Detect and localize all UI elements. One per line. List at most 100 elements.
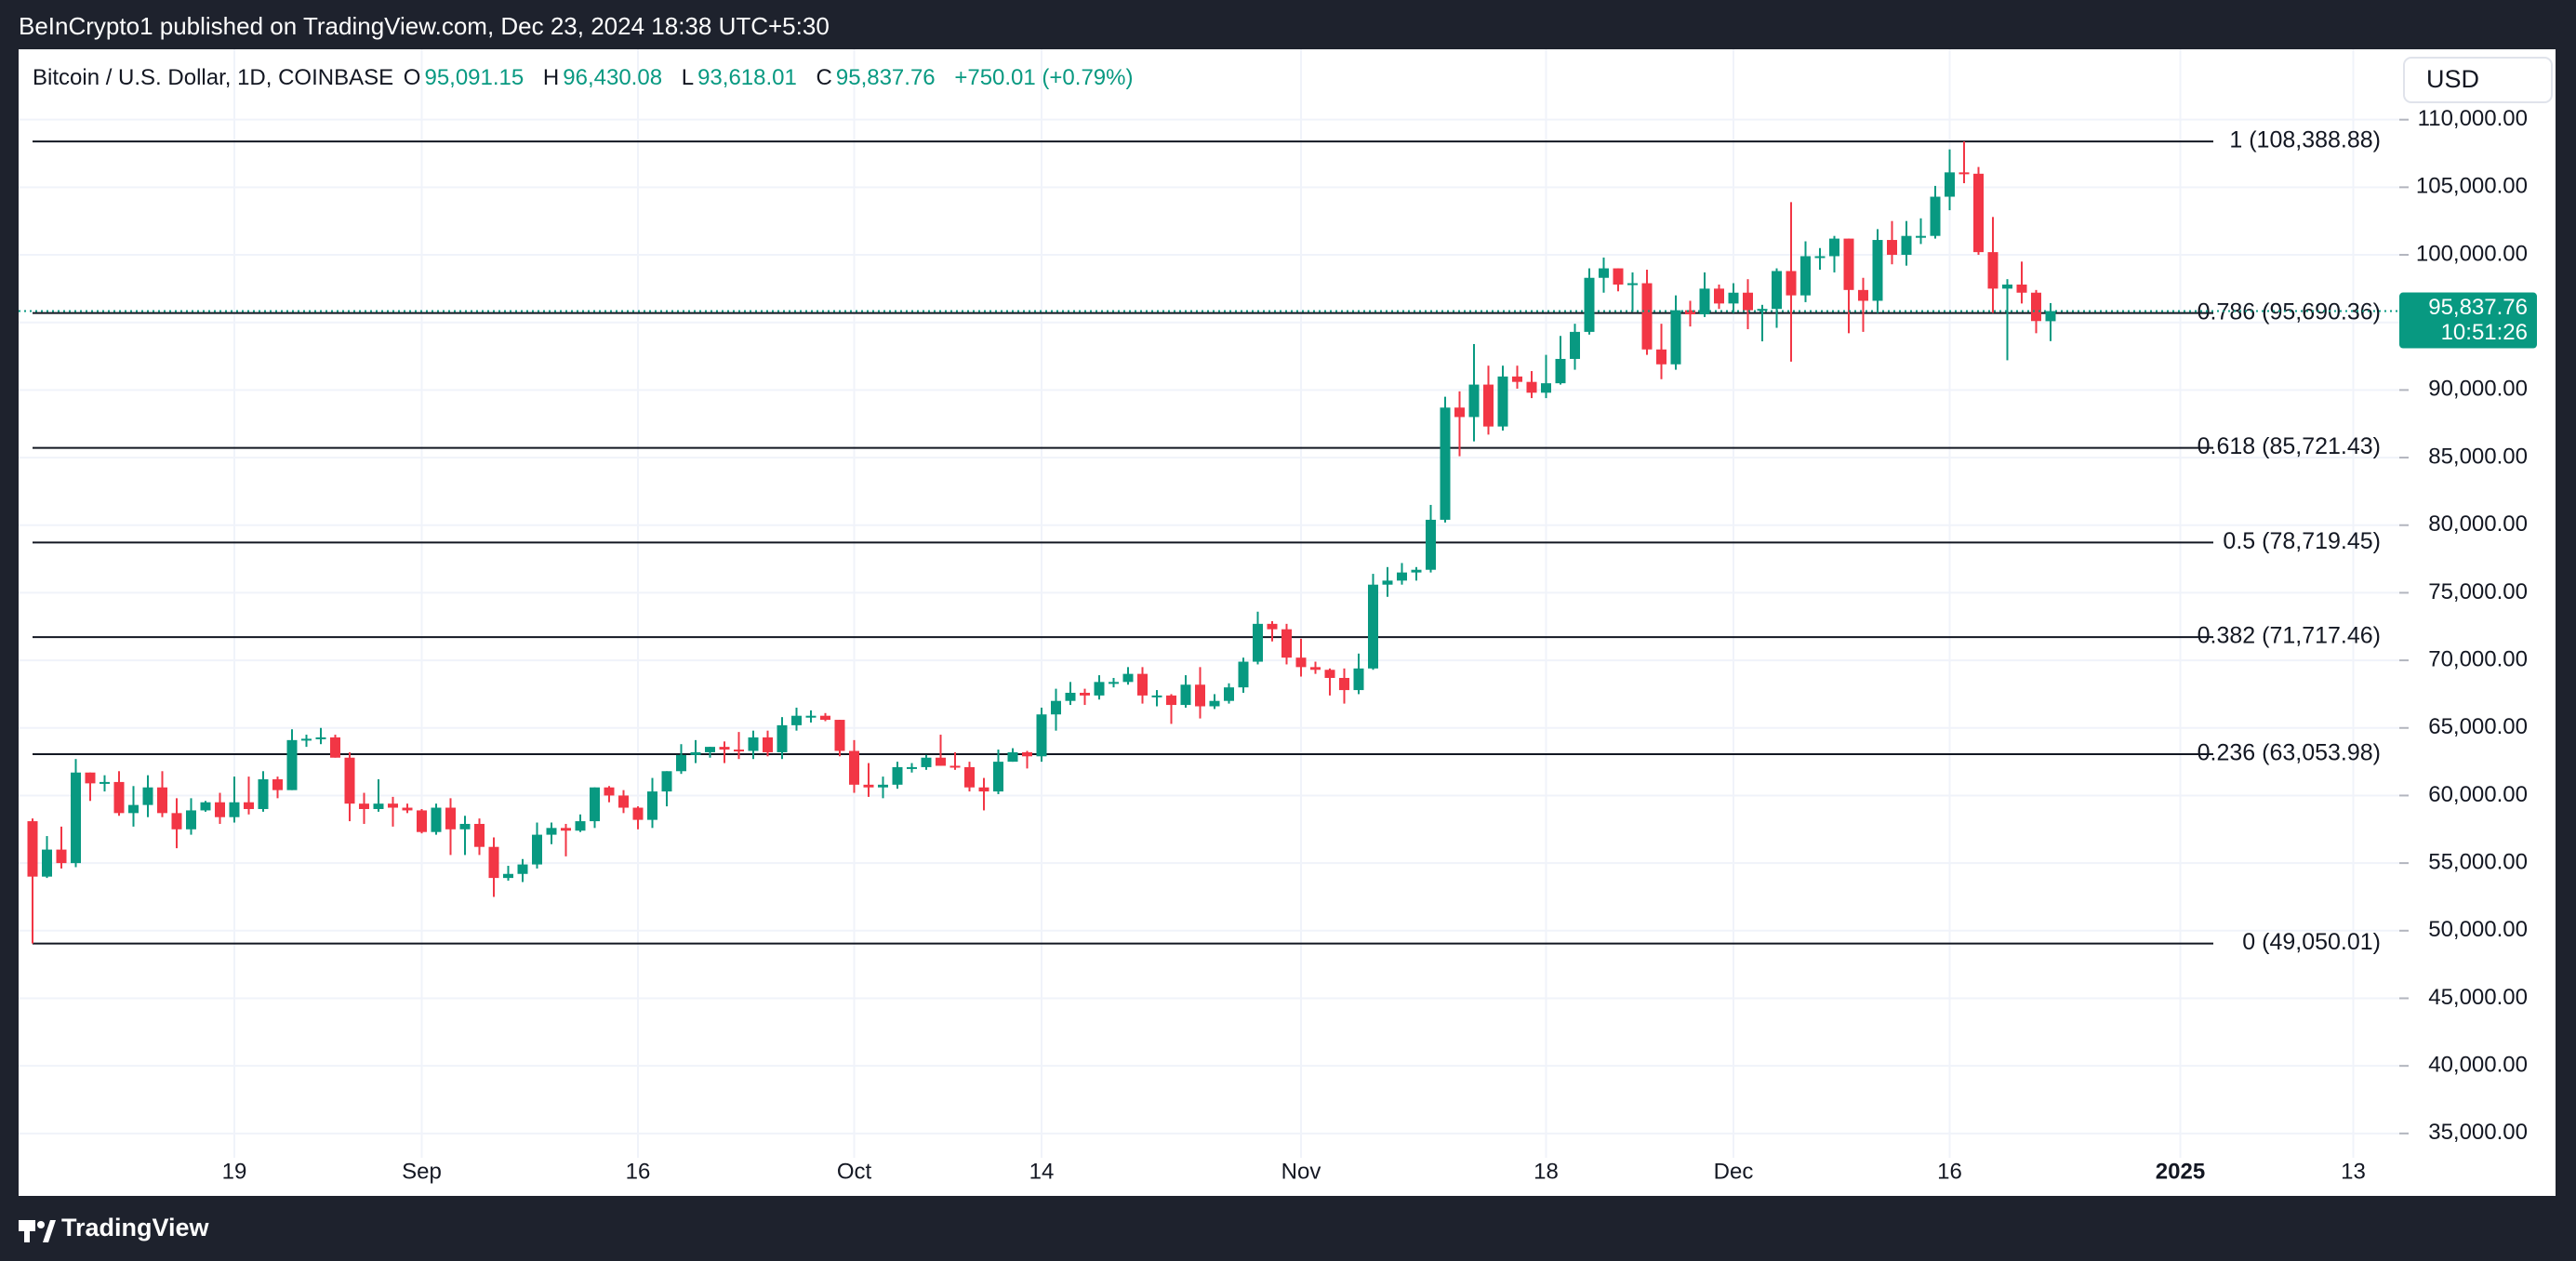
- x-tick-label: 16: [1937, 1159, 1962, 1184]
- candle-body: [272, 779, 283, 790]
- price-label: 95,837.76: [2428, 295, 2528, 320]
- candle-body: [157, 787, 167, 814]
- candle-body: [1224, 687, 1234, 701]
- candle-body: [1613, 268, 1624, 285]
- ohlc-key: H: [542, 65, 560, 90]
- candle-body: [488, 846, 499, 879]
- candle-body: [1238, 661, 1249, 688]
- candle-body: [1051, 700, 1061, 715]
- candle-body: [258, 779, 269, 809]
- candle-body: [978, 787, 989, 792]
- candle-body: [791, 715, 802, 725]
- candle-body: [56, 849, 67, 864]
- candle-body: [1109, 682, 1119, 684]
- candle-body: [1641, 283, 1653, 350]
- candle-body: [834, 720, 845, 751]
- candle-body: [388, 803, 398, 808]
- candle-body: [330, 737, 340, 758]
- candle-body: [590, 787, 600, 822]
- candle-body: [1151, 695, 1162, 697]
- published-line: BeInCrypto1 published on TradingView.com…: [19, 12, 830, 40]
- currency-label[interactable]: USD: [2426, 65, 2479, 93]
- candle-body: [474, 823, 485, 847]
- candle-body: [459, 823, 471, 830]
- y-tick-label: 50,000.00: [2428, 917, 2528, 942]
- candle-body: [1440, 407, 1451, 520]
- fib-label: 0 (49,050.01): [2242, 929, 2381, 955]
- candle-body: [1757, 309, 1768, 312]
- candle-body: [964, 766, 975, 788]
- candle-body: [1959, 172, 1970, 175]
- plot: 35,000.00 40,000.00 45,000.00 50,000.00 55,0…: [19, 49, 2537, 1184]
- candle-body: [1829, 238, 1839, 257]
- candle-body: [1195, 684, 1205, 707]
- candle-body: [1800, 256, 1811, 296]
- candle-body: [690, 751, 701, 755]
- candle-body: [27, 821, 38, 877]
- chart-panel: [19, 49, 2556, 1196]
- candle-body: [777, 724, 788, 752]
- y-tick-label: 45,000.00: [2428, 985, 2528, 1010]
- x-tick-label: 13: [2341, 1159, 2366, 1184]
- ohlc-value: 95,091.15: [424, 65, 524, 90]
- candle-body: [1714, 288, 1724, 304]
- candle-body: [1772, 271, 1782, 310]
- candle-body: [1497, 376, 1508, 427]
- x-tick-label: 16: [626, 1159, 651, 1184]
- ohlc-value: 95,837.76: [835, 65, 936, 90]
- y-tick-label: 35,000.00: [2428, 1120, 2528, 1145]
- candle-body: [244, 802, 254, 809]
- candle-body: [1728, 292, 1739, 304]
- currency-button[interactable]: [2403, 57, 2553, 103]
- candle-body: [1411, 569, 1422, 573]
- x-tick-label: 18: [1534, 1159, 1559, 1184]
- y-tick-label: 60,000.00: [2428, 782, 2528, 807]
- candle-body: [2016, 285, 2027, 293]
- candle-body: [676, 754, 686, 772]
- candle-body: [546, 828, 557, 835]
- candle-body: [1295, 657, 1307, 668]
- candle-body: [1526, 381, 1537, 393]
- ohlc-key: L: [681, 65, 695, 90]
- candle-body: [1541, 383, 1551, 393]
- candle-body: [1887, 240, 1897, 256]
- candle-body: [632, 807, 644, 820]
- y-tick-label: 40,000.00: [2428, 1053, 2528, 1078]
- candle-body: [1065, 692, 1076, 701]
- y-tick-label: 110,000.00: [2418, 106, 2528, 131]
- candle-body: [618, 795, 629, 808]
- brand-logo: [19, 1220, 56, 1242]
- candle-body: [301, 738, 312, 741]
- candle-body: [1137, 673, 1148, 696]
- candle-body: [748, 737, 759, 751]
- candle-body: [1036, 714, 1047, 757]
- candle-body: [417, 810, 427, 832]
- candle-body: [993, 762, 1003, 792]
- candle-body: [1685, 310, 1695, 314]
- price-label-box: [2399, 292, 2537, 349]
- change: +750.01 (+0.79%): [954, 65, 1134, 90]
- candle-body: [2045, 311, 2056, 322]
- candle-body: [200, 802, 211, 811]
- candle-body: [1339, 677, 1349, 691]
- candle-body: [863, 784, 874, 788]
- candle-body: [142, 787, 153, 805]
- x-tick-label: Sep: [402, 1159, 442, 1184]
- candle-body: [1454, 407, 1465, 418]
- candle-body: [719, 747, 730, 750]
- candle-body: [1209, 700, 1220, 707]
- candle-body: [431, 807, 442, 832]
- candle-body: [42, 849, 52, 877]
- candle-body: [1310, 667, 1321, 670]
- candle-body: [561, 828, 571, 831]
- candle-body: [71, 772, 81, 864]
- candle-body: [1916, 235, 1926, 238]
- candle-body: [2031, 292, 2041, 322]
- ohlc-value: 96,430.08: [563, 65, 663, 90]
- candle-body: [936, 757, 946, 766]
- candle-body: [1843, 238, 1854, 290]
- candle-body: [503, 873, 513, 879]
- candle-body: [1426, 519, 1436, 570]
- candle-body: [359, 803, 369, 809]
- candle-body: [1382, 580, 1393, 585]
